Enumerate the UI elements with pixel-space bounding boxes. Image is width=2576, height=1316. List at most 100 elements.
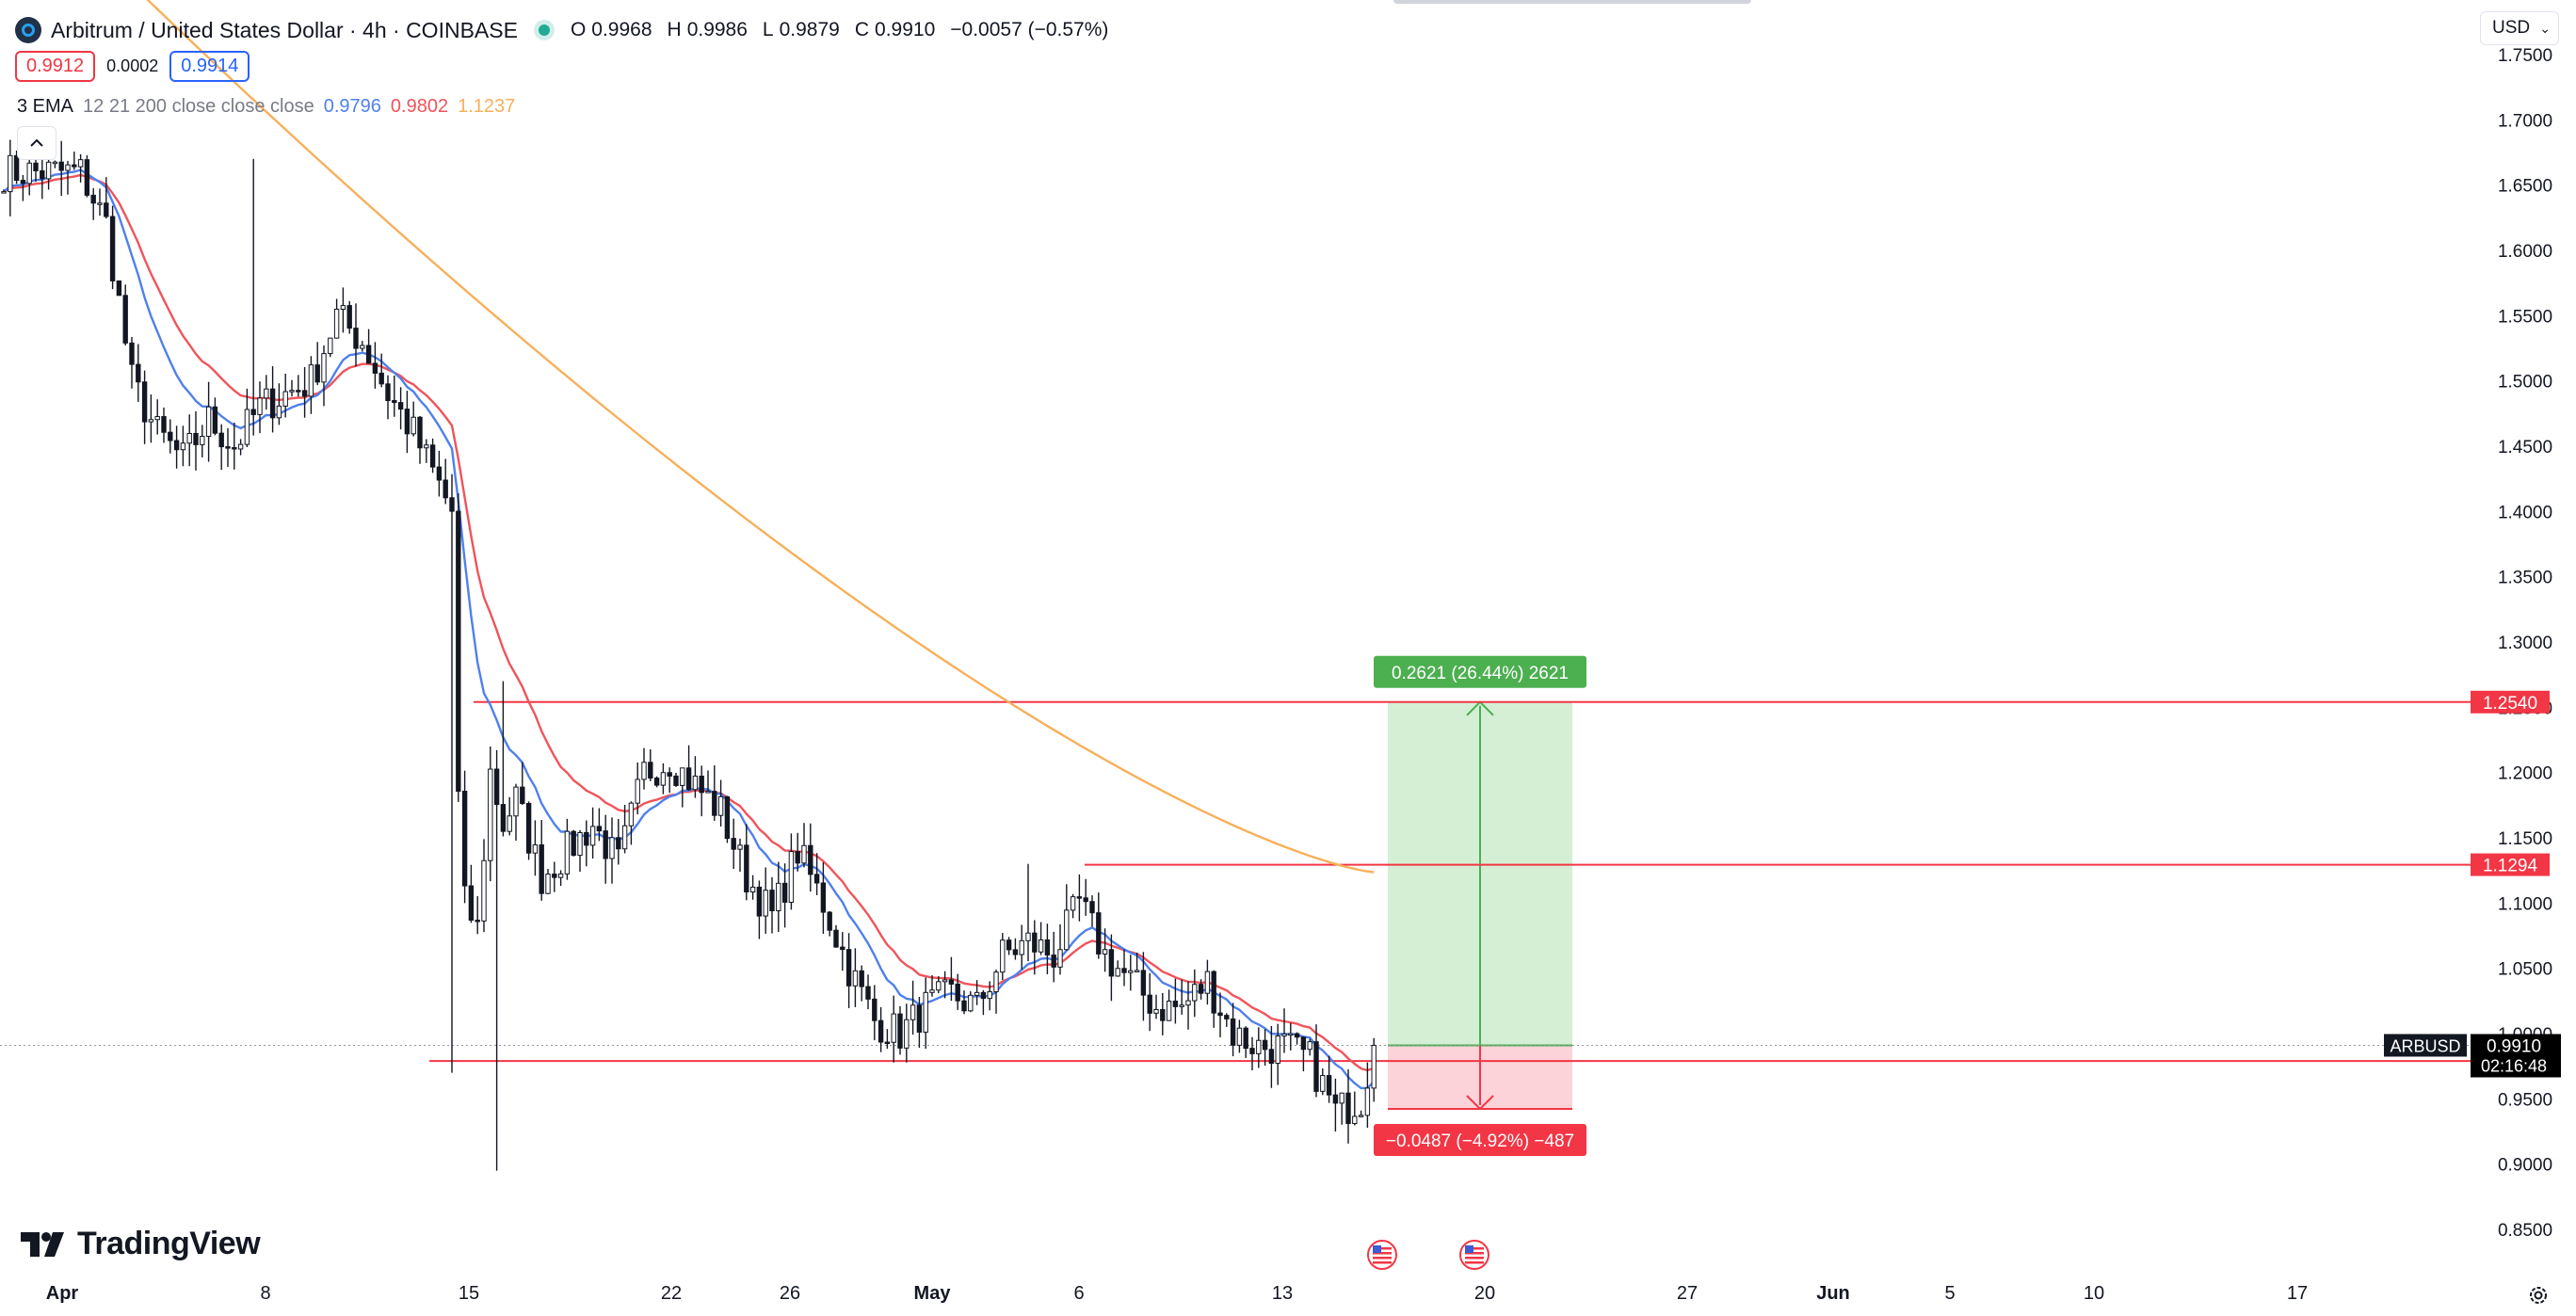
candle-body [200, 436, 205, 445]
candle-body [974, 991, 980, 996]
candle-body [749, 886, 756, 892]
candle-body [1352, 1115, 1358, 1125]
stop-label-bg[interactable] [1374, 1124, 1586, 1157]
x-tick-label: 15 [459, 1283, 479, 1304]
candle-body [1179, 1004, 1184, 1007]
us-flag-event-icon[interactable] [1367, 1240, 1397, 1270]
close-value: 0.9910 [875, 19, 936, 40]
y-tick-label: 1.4000 [2498, 503, 2552, 522]
candle-body [1211, 971, 1216, 1014]
candle-body [321, 353, 327, 383]
target-label: 0.2621 (26.44%) 2621 [1392, 664, 1569, 683]
candle-body [1070, 896, 1076, 911]
candle-body [1012, 949, 1019, 955]
candle-body [1064, 909, 1070, 951]
candle-body [769, 890, 775, 912]
candle-body [795, 851, 800, 864]
buy-price-button[interactable]: 0.9914 [169, 51, 250, 82]
currency-select[interactable]: USD ⌄ [2480, 11, 2559, 45]
candle-body [109, 216, 116, 281]
candle-body [475, 919, 480, 923]
candle-body [237, 443, 244, 450]
low-value: 0.9879 [779, 19, 840, 40]
trade-buttons: 0.9912 0.0002 0.9914 [15, 51, 250, 82]
tradingview-mark-icon [21, 1231, 64, 1257]
candle-body [788, 851, 795, 903]
indicator-name: 3 EMA [17, 96, 74, 117]
candle-body [539, 844, 544, 894]
candle-body [404, 409, 411, 435]
candle-body [744, 844, 749, 892]
candle-body [1300, 1036, 1307, 1051]
candle-body [212, 406, 218, 434]
y-tick-label: 1.5000 [2498, 373, 2552, 393]
candle-body [859, 970, 864, 987]
candle-body [1025, 932, 1031, 941]
candle-body [910, 1004, 916, 1020]
candle-body [180, 442, 186, 451]
level-tag-label: 1.1294 [2483, 857, 2538, 876]
candle-body [97, 202, 103, 205]
candle-body [525, 802, 532, 854]
candle-body [1320, 1075, 1326, 1092]
tradingview-logo[interactable]: TradingView [21, 1226, 261, 1262]
candle-body [616, 837, 621, 850]
candle-body [1153, 1008, 1159, 1014]
candle-body [1140, 970, 1147, 996]
candle-body [276, 405, 282, 419]
candle-body [392, 399, 397, 404]
collapse-legend-button[interactable] [17, 126, 56, 160]
candle-body [65, 164, 71, 171]
y-tick-label: 1.1000 [2498, 894, 2552, 914]
candle-body [353, 328, 359, 349]
candle-body [1339, 1092, 1344, 1104]
candle-body [225, 446, 231, 449]
candle-body [378, 372, 384, 385]
candle-body [500, 804, 507, 832]
candle-body [968, 994, 974, 1012]
candle-body [916, 1004, 923, 1033]
candle-body [1294, 1033, 1300, 1038]
us-flag-stripe [1373, 1257, 1392, 1260]
gear-icon[interactable] [2525, 1282, 2552, 1308]
candle-body [154, 416, 160, 421]
level-tag-label: 1.2540 [2483, 694, 2537, 714]
candle-body [1115, 968, 1120, 977]
candle-body [397, 402, 404, 410]
y-tick-label: 1.7500 [2498, 46, 2552, 66]
candle-body [122, 295, 128, 344]
candle-body [365, 345, 372, 364]
candle-body [641, 762, 647, 780]
candle-body [282, 391, 288, 407]
level-tag-bg[interactable] [2471, 853, 2550, 876]
candle-body [372, 362, 378, 374]
candle-body [648, 762, 653, 779]
candle-body [250, 409, 256, 415]
tradingview-wordmark: TradingView [77, 1226, 261, 1261]
y-tick-label: 1.5500 [2498, 307, 2552, 327]
top-drag-handle[interactable] [1393, 0, 1751, 4]
candle-body [1083, 897, 1088, 903]
market-status-icon [538, 24, 550, 36]
sell-price-button[interactable]: 0.9912 [15, 51, 96, 82]
target-label-bg[interactable] [1374, 655, 1586, 688]
ema-21-line [3, 173, 1375, 1072]
candle-body [141, 381, 148, 423]
candle-body [346, 305, 352, 329]
level-tag-bg[interactable] [2471, 690, 2550, 714]
x-tick-label: 5 [1944, 1283, 1955, 1304]
candle-body [269, 388, 276, 419]
us-flag-event-icon[interactable] [1459, 1240, 1489, 1270]
symbol-title[interactable]: Arbitrum / United States Dollar · 4h · C… [51, 17, 518, 42]
candle-body [955, 983, 960, 1002]
candle-body [1275, 1035, 1280, 1065]
indicator-legend[interactable]: 3 EMA 12 21 200 close close close 0.9796… [17, 96, 515, 118]
candle-body [763, 890, 768, 917]
high-value: 0.9986 [686, 19, 748, 40]
candle-body [596, 826, 603, 832]
us-flag-stripe [1465, 1261, 1484, 1264]
chevron-down-icon: ⌄ [2539, 20, 2551, 36]
candle-body [1249, 1048, 1255, 1054]
close-label: C [854, 19, 870, 40]
